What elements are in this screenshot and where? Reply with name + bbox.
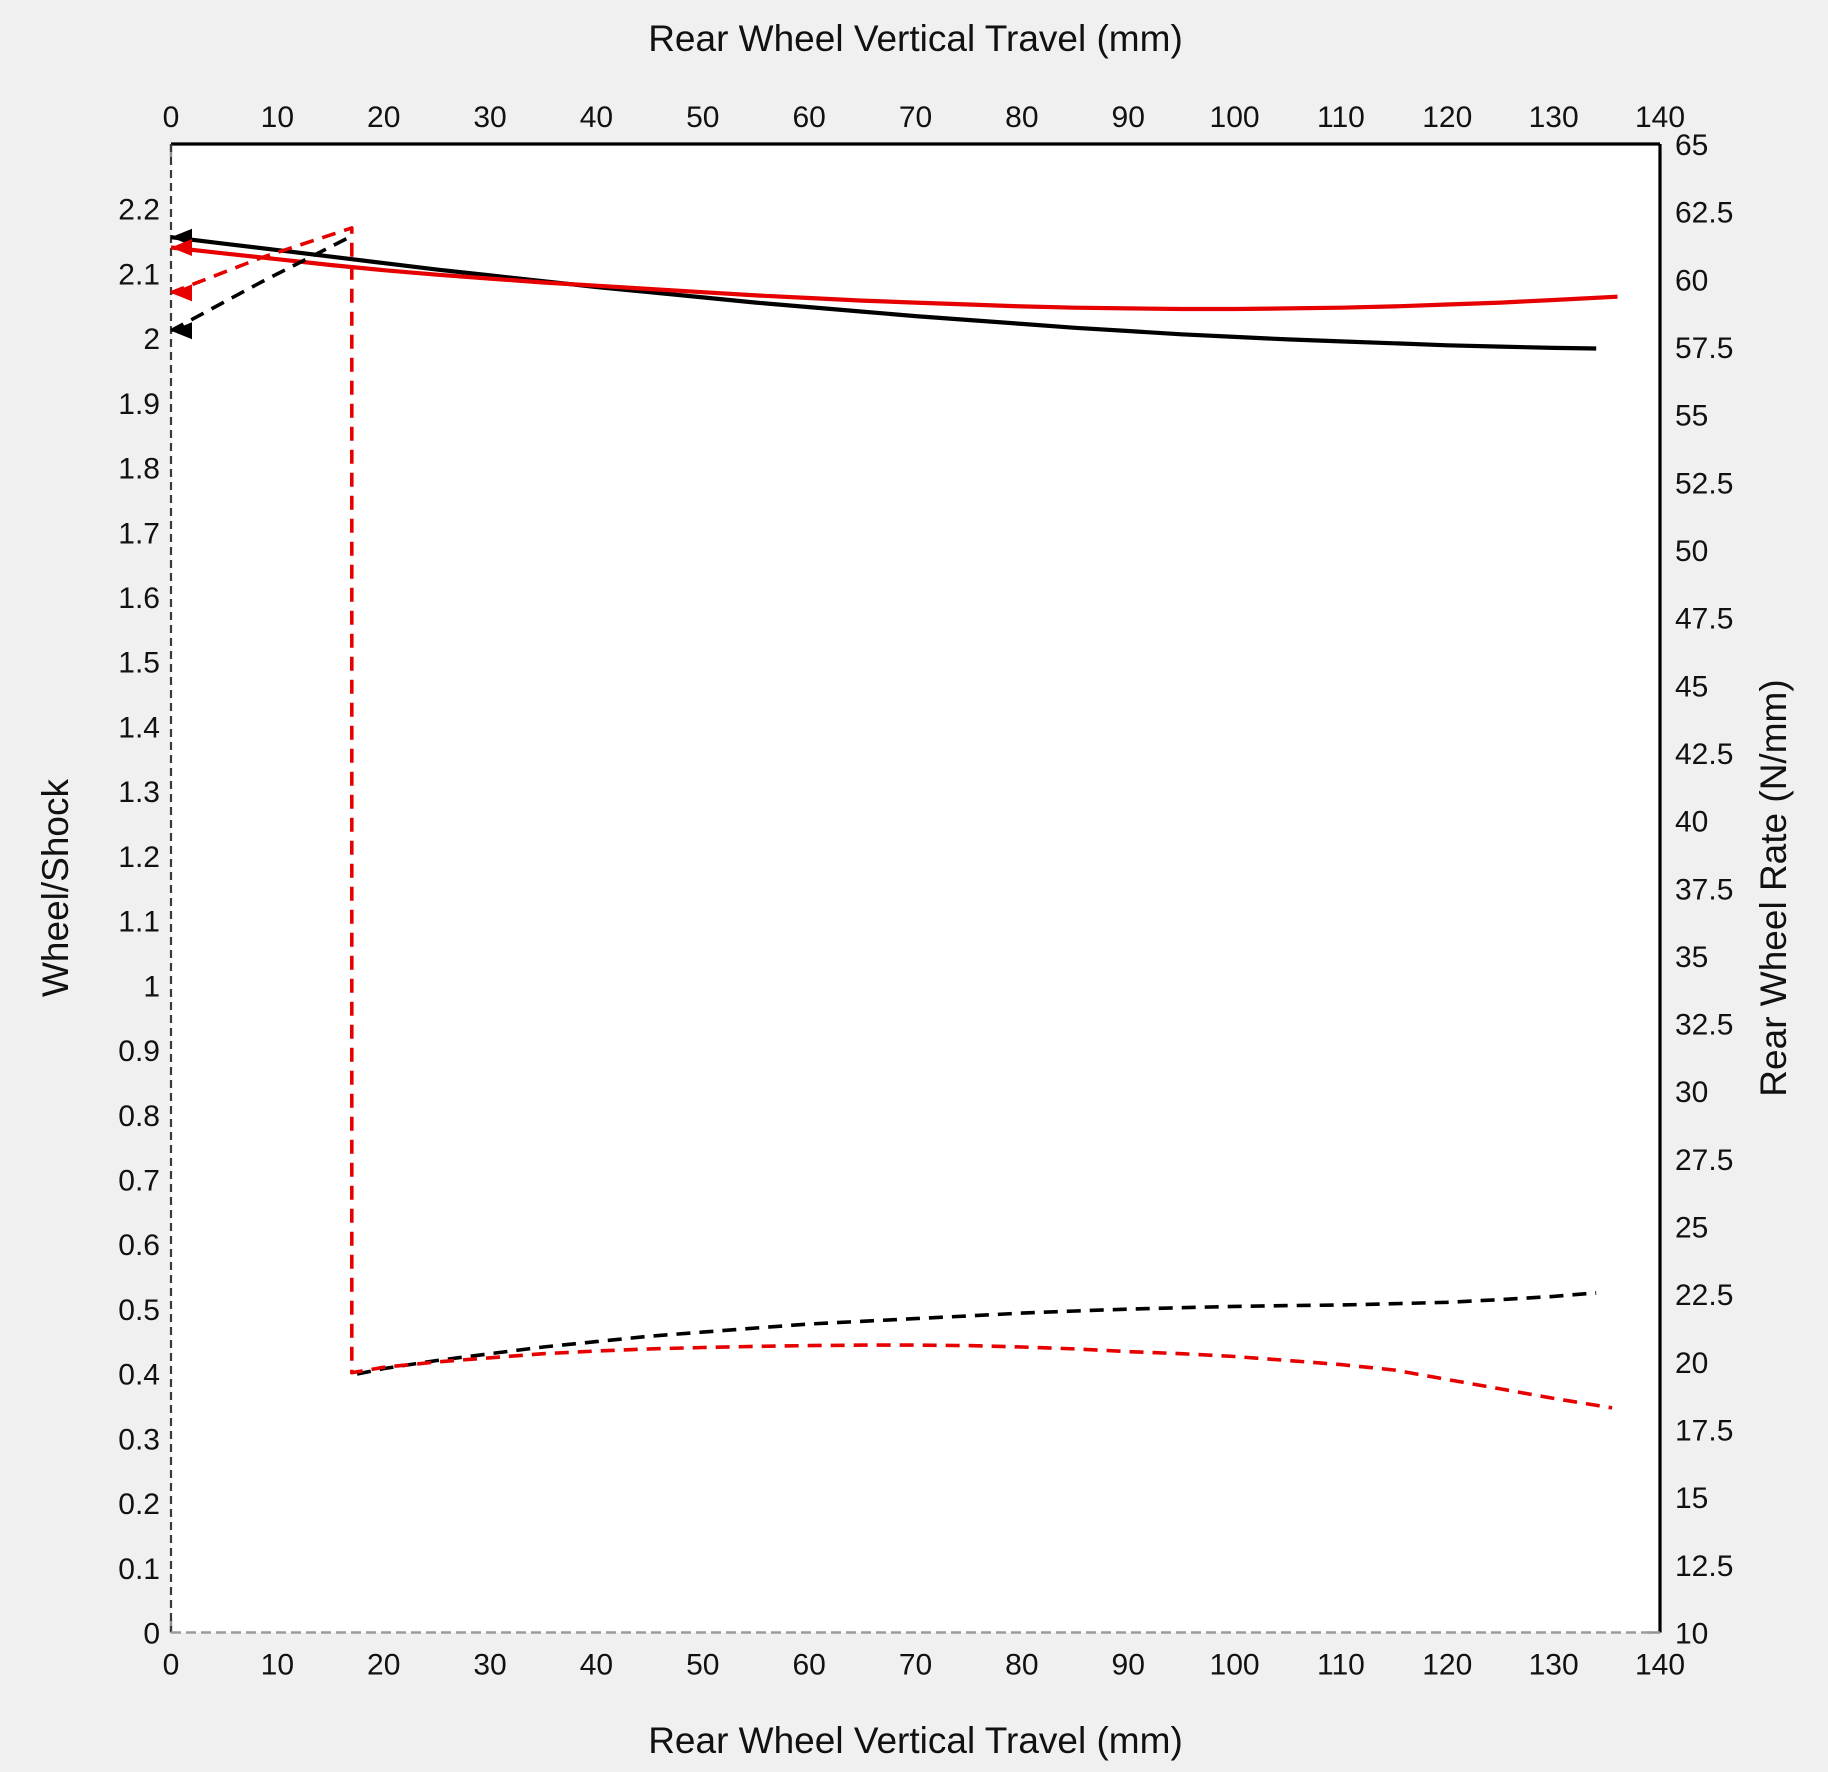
left-tick-label: 2.1 (118, 258, 160, 291)
right-tick-label: 47.5 (1675, 603, 1733, 636)
right-tick-label: 30 (1675, 1076, 1708, 1109)
right-tick-label: 60 (1675, 264, 1708, 297)
left-tick-label: 0.1 (118, 1553, 160, 1586)
top-tick-label: 70 (899, 101, 932, 134)
bottom-tick-label: 60 (792, 1649, 825, 1682)
data-curves (170, 226, 1618, 1410)
bottom-tick-label: 20 (367, 1649, 400, 1682)
left-tick-label: 1.8 (118, 453, 160, 486)
bottom-tick-label: 140 (1635, 1649, 1685, 1682)
top-tick-label: 20 (367, 101, 400, 134)
right-tick-label: 57.5 (1675, 332, 1733, 365)
top-axis-title: Rear Wheel Vertical Travel (mm) (648, 18, 1183, 59)
right-tick-label: 15 (1675, 1482, 1708, 1515)
wheel-rate-black-curve (356, 1291, 1597, 1376)
left-tick-label: 2 (143, 323, 160, 356)
top-tick-label: 90 (1112, 101, 1145, 134)
top-tick-label: 40 (580, 101, 613, 134)
bottom-tick-label: 40 (580, 1649, 613, 1682)
left-axis-title: Wheel/Shock (35, 779, 76, 997)
bottom-tick-label: 120 (1422, 1649, 1472, 1682)
bottom-tick-label: 130 (1529, 1649, 1579, 1682)
left-tick-label: 0.8 (118, 1100, 160, 1133)
leverage-ratio-black-curve (170, 235, 1597, 351)
left-tick-label: 0.4 (118, 1359, 160, 1392)
top-tick-label: 60 (792, 101, 825, 134)
right-tick-label: 12.5 (1675, 1550, 1733, 1583)
right-tick-label: 10 (1675, 1618, 1708, 1651)
left-tick-label: 1.1 (118, 906, 160, 939)
left-tick-label: 0.6 (118, 1229, 160, 1262)
right-tick-label: 40 (1675, 806, 1708, 839)
left-tick-label: 0.2 (118, 1488, 160, 1521)
left-tick-label: 0 (143, 1618, 160, 1651)
leverage-ratio-red-start-arrow-icon (171, 239, 192, 257)
left-tick-label: 1.7 (118, 517, 160, 550)
top-tick-label: 50 (686, 101, 719, 134)
right-tick-label: 27.5 (1675, 1144, 1733, 1177)
bottom-axis-title: Rear Wheel Vertical Travel (mm) (648, 1720, 1183, 1761)
left-tick-label: 0.5 (118, 1294, 160, 1327)
plot-area (171, 144, 1660, 1633)
right-tick-label: 42.5 (1675, 738, 1733, 771)
axis-spines (169, 142, 1662, 1634)
bottom-tick-label: 110 (1317, 1649, 1365, 1682)
left-tick-label: 1.4 (118, 711, 160, 744)
leverage-ratio-red-curve (170, 245, 1618, 312)
tick-labels: 0010102020303040405050606070708080909010… (118, 101, 1733, 1682)
top-tick-label: 100 (1210, 101, 1260, 134)
right-tick-label: 32.5 (1675, 1009, 1733, 1042)
bottom-tick-label: 10 (261, 1649, 294, 1682)
top-tick-label: 30 (473, 101, 506, 134)
top-tick-label: 130 (1529, 101, 1579, 134)
left-tick-label: 2.2 (118, 194, 160, 227)
left-tick-label: 0.9 (118, 1035, 160, 1068)
right-tick-label: 35 (1675, 941, 1708, 974)
left-tick-label: 0.7 (118, 1164, 160, 1197)
right-tick-label: 25 (1675, 1212, 1708, 1245)
left-tick-label: 1.9 (118, 388, 160, 421)
right-tick-label: 17.5 (1675, 1415, 1733, 1448)
left-tick-label: 0.3 (118, 1423, 160, 1456)
bottom-tick-label: 80 (1005, 1649, 1038, 1682)
top-tick-label: 80 (1005, 101, 1038, 134)
left-tick-label: 1.5 (118, 647, 160, 680)
right-tick-label: 62.5 (1675, 197, 1733, 230)
top-tick-label: 120 (1422, 101, 1472, 134)
bottom-tick-label: 70 (899, 1649, 932, 1682)
left-tick-label: 1.6 (118, 582, 160, 615)
wheel-rate-black-curve (170, 234, 353, 333)
bottom-tick-label: 50 (686, 1649, 719, 1682)
right-tick-label: 52.5 (1675, 467, 1733, 500)
right-tick-label: 22.5 (1675, 1279, 1733, 1312)
left-tick-label: 1.3 (118, 776, 160, 809)
bottom-tick-label: 30 (473, 1649, 506, 1682)
top-tick-label: 0 (163, 101, 180, 134)
right-axis-title: Rear Wheel Rate (N/mm) (1753, 679, 1794, 1096)
bottom-tick-label: 100 (1210, 1649, 1260, 1682)
top-tick-label: 110 (1317, 101, 1365, 134)
wheel-rate-red-start-arrow-icon (171, 284, 192, 302)
wheel-rate-black-start-arrow-icon (171, 322, 192, 340)
right-tick-label: 65 (1675, 129, 1708, 162)
right-tick-label: 37.5 (1675, 873, 1733, 906)
left-tick-label: 1.2 (118, 841, 160, 874)
bottom-tick-label: 90 (1112, 1649, 1145, 1682)
left-tick-label: 1 (143, 970, 160, 1003)
bottom-tick-label: 0 (163, 1649, 180, 1682)
right-tick-label: 45 (1675, 670, 1708, 703)
right-tick-label: 55 (1675, 400, 1708, 433)
top-tick-label: 10 (261, 101, 294, 134)
right-tick-label: 20 (1675, 1347, 1708, 1380)
right-tick-label: 50 (1675, 535, 1708, 568)
top-tick-label: 140 (1635, 101, 1685, 134)
wheel-rate-red-curve (170, 226, 1613, 1410)
